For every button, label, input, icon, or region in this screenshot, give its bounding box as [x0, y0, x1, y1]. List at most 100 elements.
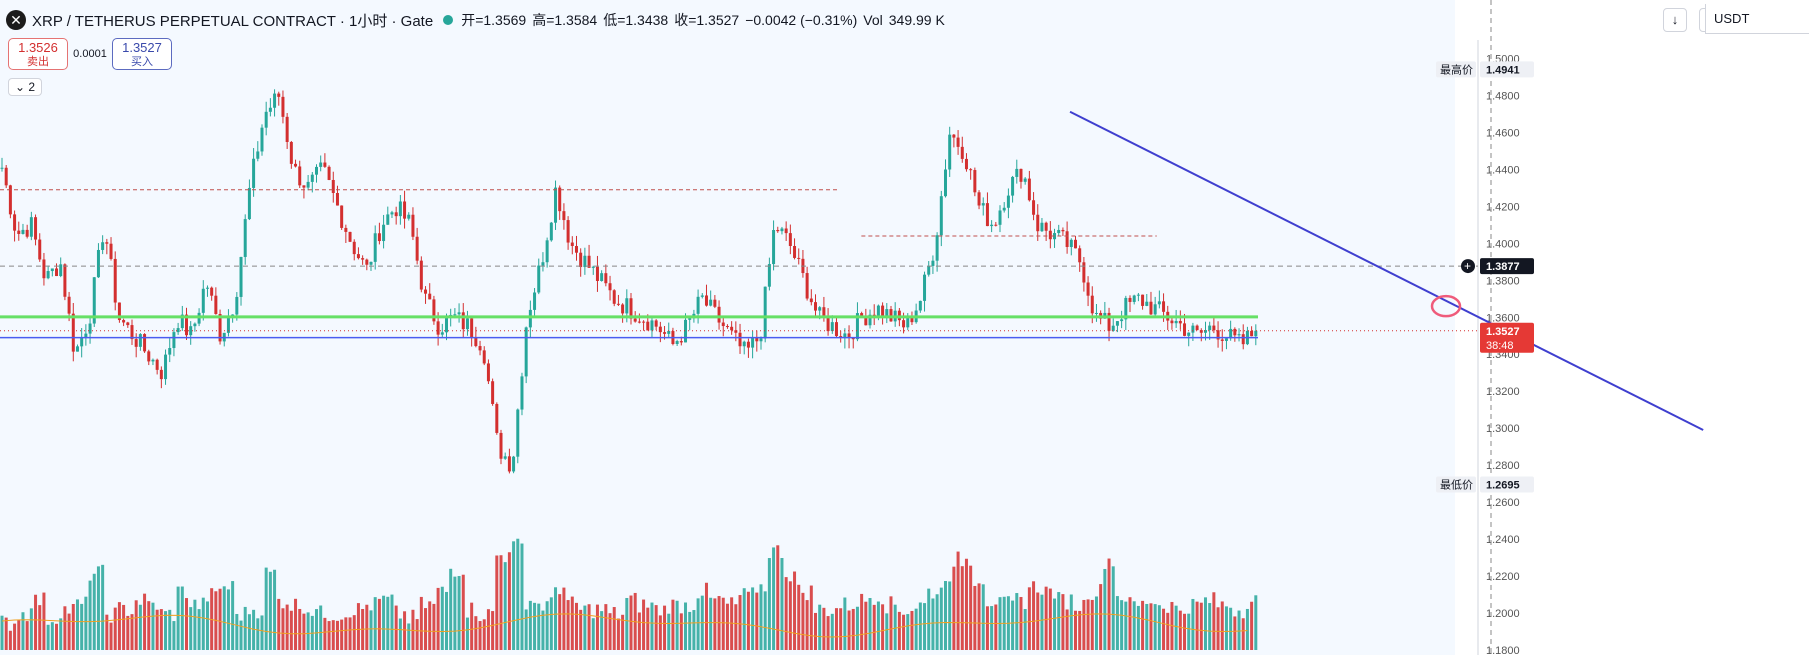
- close-value: 收=1.3527: [674, 12, 740, 28]
- candle-body: [214, 295, 218, 315]
- candle-body: [1162, 301, 1166, 312]
- candle-body: [407, 214, 411, 219]
- candle-body: [411, 214, 415, 237]
- y-tick-label: 1.4400: [1486, 164, 1520, 176]
- volume-bar: [734, 604, 738, 650]
- candle-body: [126, 322, 130, 326]
- candle-body: [92, 277, 96, 324]
- candle-body: [822, 307, 826, 318]
- volume-bar: [75, 599, 79, 650]
- volume-bar: [503, 562, 507, 650]
- volume-bar: [981, 584, 985, 650]
- volume-bar: [1036, 592, 1040, 650]
- indicator-collapse-button[interactable]: ⌄ 2: [8, 78, 43, 96]
- volume-bar: [1208, 603, 1212, 650]
- download-icon[interactable]: ↓: [1663, 8, 1687, 32]
- candle-body: [864, 317, 868, 326]
- candle-body: [34, 217, 38, 240]
- volume-bar: [294, 598, 298, 650]
- candle-body: [696, 296, 700, 314]
- volume-bar: [185, 598, 189, 650]
- volume-bar: [612, 607, 616, 650]
- volume-bar: [1057, 592, 1061, 650]
- volume-bar: [923, 603, 927, 650]
- volume-bar: [881, 604, 885, 650]
- volume-bar: [952, 566, 956, 650]
- volume-bar: [1099, 584, 1103, 650]
- candle-body: [465, 318, 469, 330]
- volume-bar: [247, 614, 251, 650]
- volume-bar: [29, 608, 33, 650]
- buy-button[interactable]: 1.3527 买入: [112, 38, 172, 70]
- volume-bar: [1233, 616, 1237, 650]
- volume-bar: [151, 602, 155, 650]
- y-tick-label: 1.4800: [1486, 90, 1520, 102]
- candle-body: [977, 192, 981, 206]
- volume-bar: [931, 598, 935, 650]
- low-marker-label: 最低价: [1440, 479, 1473, 492]
- volume-bar: [834, 608, 838, 650]
- high-marker-value: 1.4941: [1486, 64, 1520, 76]
- low-value: 低=1.3438: [603, 12, 669, 28]
- candle-body: [189, 326, 193, 336]
- volume-bar: [377, 598, 381, 650]
- volume-bar: [788, 581, 792, 650]
- volume-bar: [264, 567, 268, 650]
- volume-bar: [499, 555, 503, 650]
- volume-bar: [801, 592, 805, 650]
- candle-body: [1019, 168, 1023, 182]
- volume-bar: [746, 591, 750, 650]
- candle-body: [218, 314, 222, 342]
- candle-body: [1111, 325, 1115, 331]
- volume-bar: [352, 615, 356, 650]
- candle-body: [201, 288, 205, 313]
- volume-bar: [21, 612, 25, 650]
- y-tick-label: 1.2600: [1486, 497, 1520, 509]
- candle-body: [1036, 214, 1040, 232]
- volume-bar: [298, 608, 302, 650]
- volume-bar: [189, 607, 193, 650]
- volume-bar: [1250, 601, 1254, 650]
- volume-bar: [1157, 605, 1161, 650]
- volume-bar: [616, 618, 620, 650]
- volume-bar: [1124, 601, 1128, 650]
- volume-bar: [574, 602, 578, 650]
- volume-bar: [482, 619, 486, 650]
- symbol-title[interactable]: XRP / TETHERUS PERPETUAL CONTRACT · 1小时 …: [32, 12, 434, 30]
- volume-bar: [327, 621, 331, 650]
- candle-body: [939, 196, 943, 236]
- volume-bar: [818, 604, 822, 650]
- candle-body: [436, 321, 440, 335]
- currency-select[interactable]: USDT: [1705, 4, 1809, 34]
- candle-body: [684, 319, 688, 343]
- candle-body: [537, 265, 541, 293]
- candle-body: [419, 260, 423, 290]
- volume-bar: [1103, 568, 1107, 650]
- volume-bar: [679, 613, 683, 650]
- candle-body: [776, 230, 780, 232]
- candle-body: [310, 174, 314, 182]
- candle-body: [1065, 231, 1069, 247]
- candle-body: [516, 409, 520, 457]
- volume-bar: [193, 599, 197, 650]
- volume-bar: [889, 596, 893, 650]
- candle-body: [42, 259, 46, 279]
- volume-bar: [105, 614, 109, 650]
- candle-body: [868, 314, 872, 326]
- candle-body: [520, 376, 524, 410]
- candle-body: [80, 337, 84, 347]
- volume-bar: [528, 600, 532, 650]
- sell-button[interactable]: 1.3526 卖出: [8, 38, 68, 70]
- volume-bar: [172, 621, 176, 650]
- volume-bar: [1015, 593, 1019, 650]
- candle-body: [1183, 323, 1187, 336]
- candle-body: [457, 312, 461, 315]
- volume-bar: [1254, 595, 1258, 650]
- candle-body: [566, 220, 570, 243]
- volume-bar: [985, 606, 989, 650]
- volume-bar: [176, 586, 180, 650]
- candle-body: [369, 261, 373, 265]
- candle-body: [713, 299, 717, 307]
